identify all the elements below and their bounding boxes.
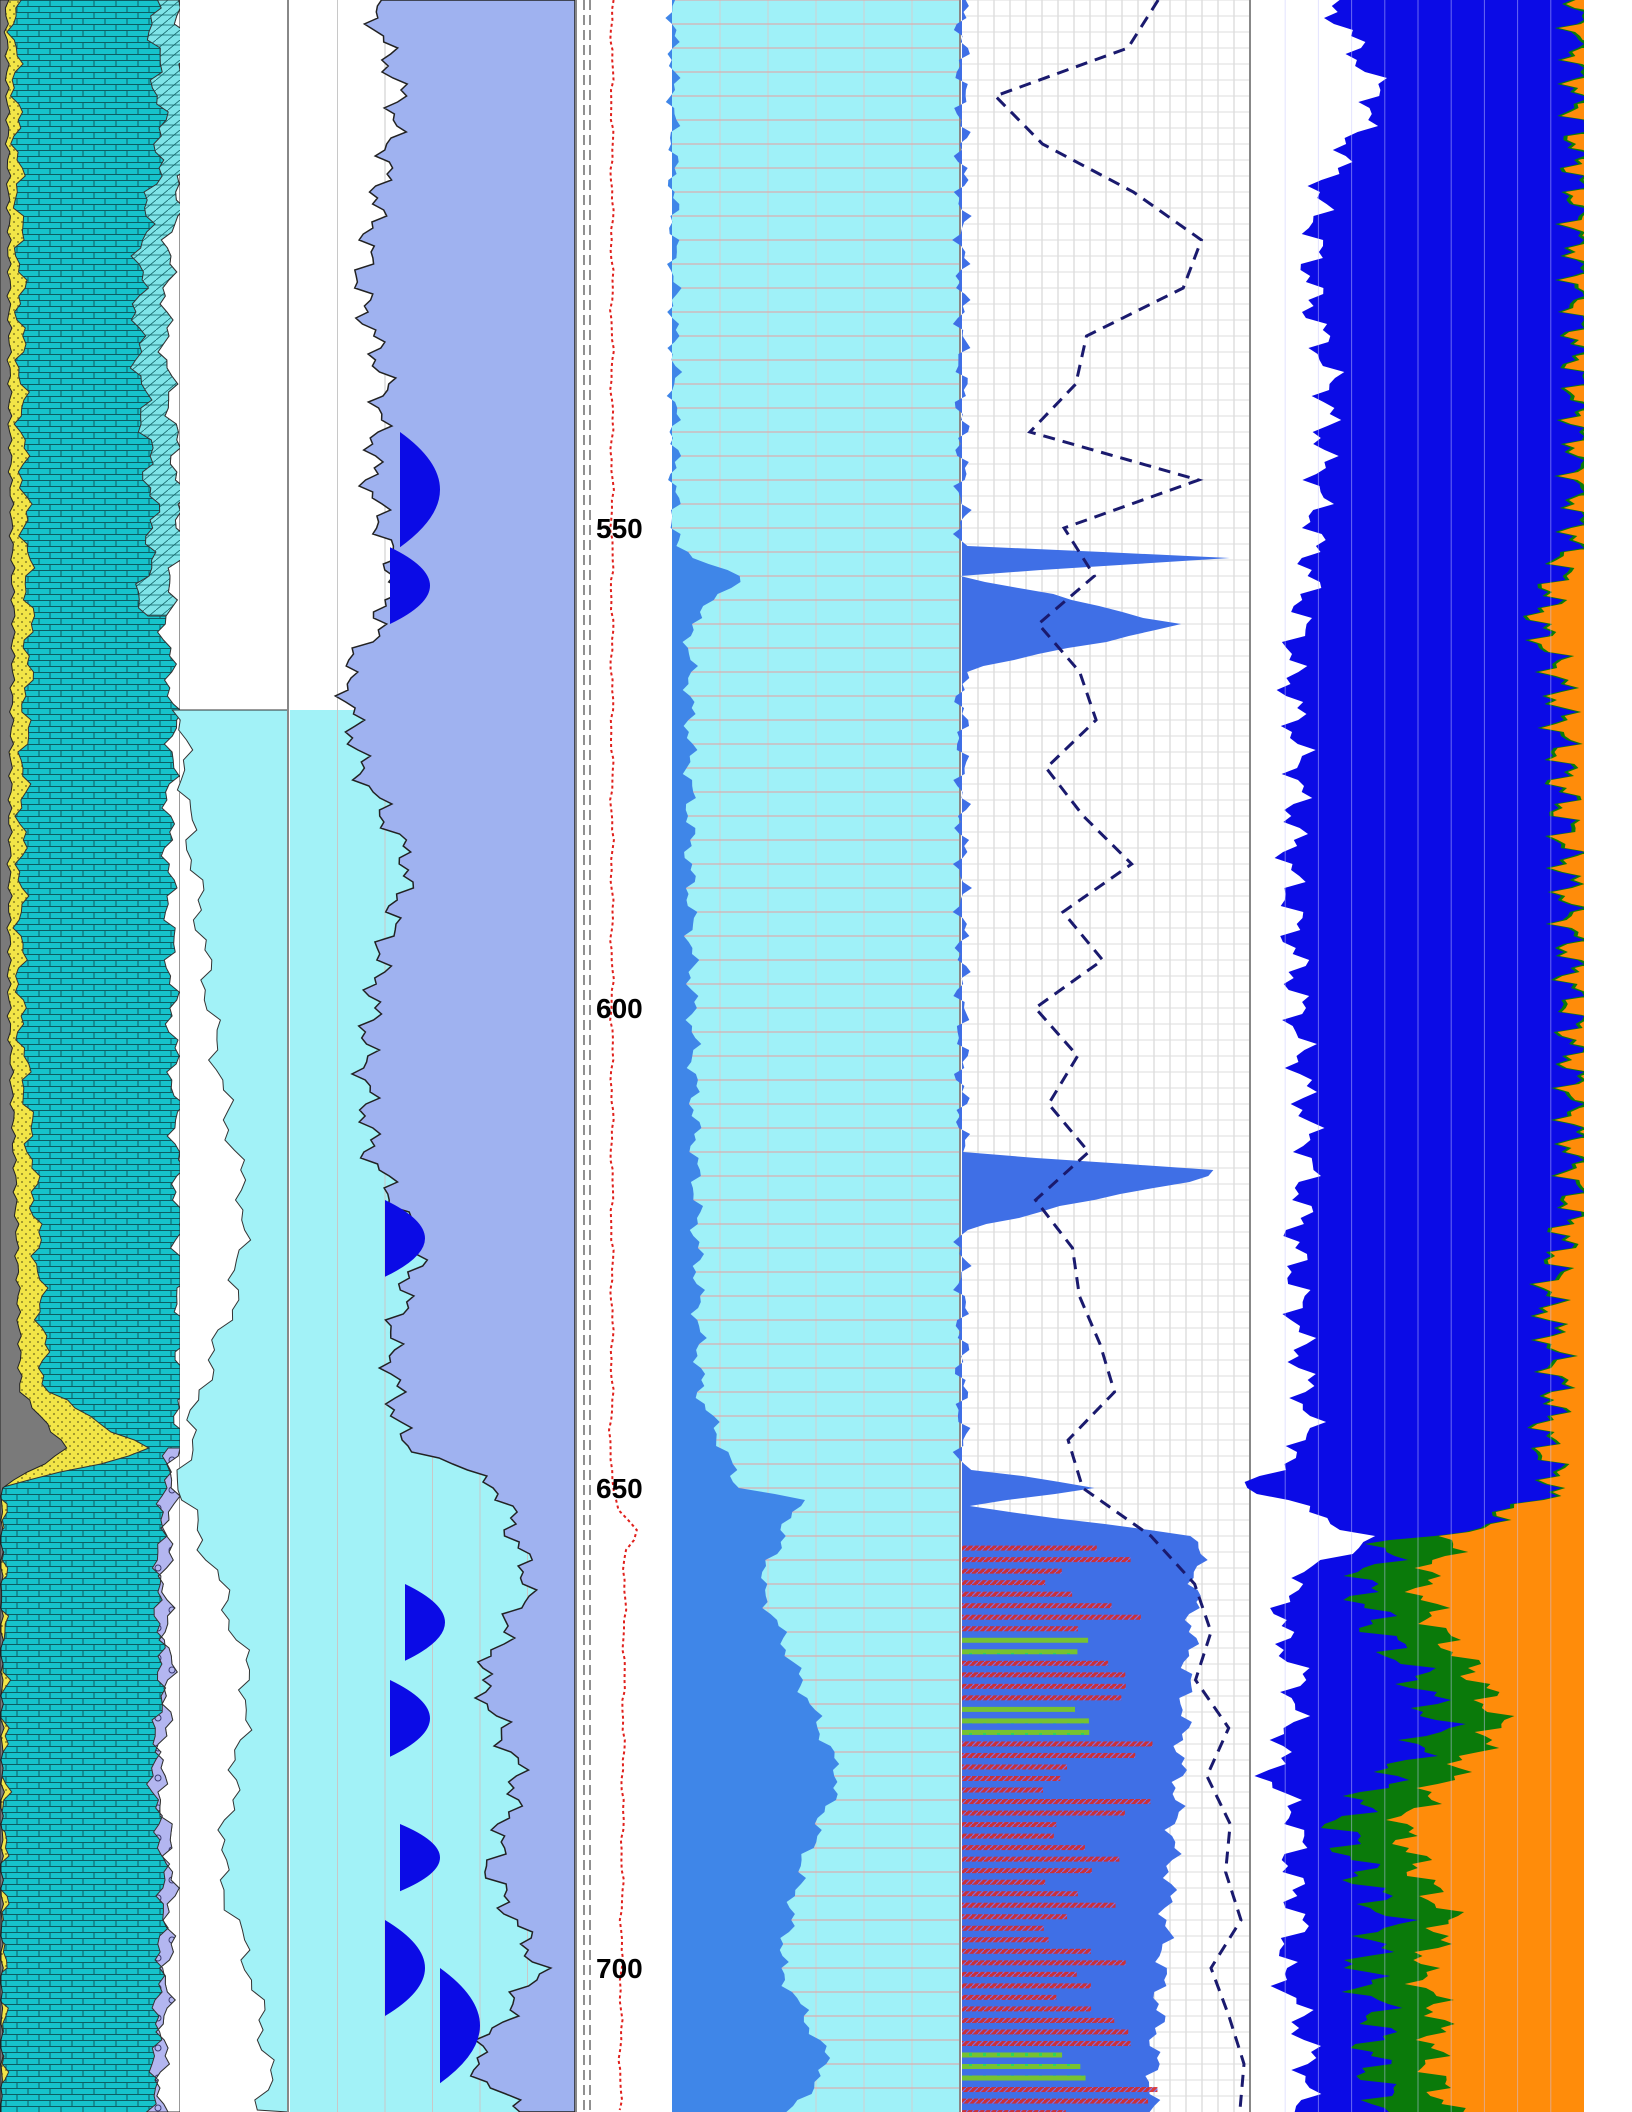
lithology-band — [962, 1994, 1057, 2000]
track3-deep-blue-fill — [385, 432, 480, 2084]
porosity-dashed-curve — [992, 0, 1246, 2112]
lithology-band — [962, 1649, 1078, 1655]
lithology-band — [962, 1545, 1097, 1551]
lithology-band — [962, 1568, 1062, 1574]
lithology-band — [962, 1764, 1068, 1770]
track-6 — [952, 0, 1251, 2112]
lithology-band — [962, 1672, 1126, 1678]
depth-axis-labels: 550 600 650 700 — [596, 513, 643, 1984]
lithology-band — [962, 1729, 1090, 1735]
track7-orange-fill — [1386, 0, 1602, 2112]
lithology-band — [962, 2075, 1086, 2081]
lithology-band — [962, 1580, 1046, 1586]
lithology-band — [962, 1683, 1126, 1689]
lithology-band — [962, 1799, 1151, 1805]
lithology-band — [962, 1776, 1061, 1781]
lithology-band — [962, 1557, 1131, 1563]
lithology-band — [962, 2029, 1129, 2035]
lithology-band — [962, 1810, 1125, 1816]
lithology-band — [962, 1637, 1089, 1643]
lithology-band — [962, 1822, 1057, 1828]
lithology-band — [962, 1626, 1078, 1632]
depth-tick-label: 600 — [596, 993, 643, 1024]
lithology-band — [962, 1960, 1126, 1966]
lithology-band — [962, 2017, 1115, 2023]
track7-grid — [1284, 0, 1552, 2112]
track-2 — [171, 0, 289, 2112]
lithology-band — [962, 1983, 1091, 1989]
track6-red-green-bands — [962, 1545, 1158, 2112]
lithology-band — [962, 1660, 1109, 1666]
lithology-band — [962, 1868, 1092, 1874]
lithology-band — [962, 1856, 1120, 1862]
lithology-band — [962, 1833, 1054, 1839]
lithology-band — [962, 1706, 1076, 1712]
shale-band — [0, 0, 68, 2112]
lithology-band — [962, 1902, 1116, 1908]
lithology-band — [962, 2006, 1092, 2012]
hatched-band — [129, 0, 195, 617]
track3-light-blue-fill — [333, 0, 576, 2112]
track5-blue-fill — [665, 0, 840, 2112]
lithology-band — [962, 1891, 1078, 1897]
conglomerate-band — [145, 1447, 181, 2112]
depth-tick-label: 650 — [596, 1473, 643, 1504]
lithology-band — [962, 1603, 1112, 1609]
lithology-band — [962, 1695, 1122, 1701]
lithology-band — [962, 1614, 1141, 1620]
lithology-band — [962, 1971, 1077, 1977]
track-5 — [665, 0, 961, 2112]
sand-band — [0, 0, 151, 2112]
depth-tick-label: 550 — [596, 513, 643, 544]
lithology-band — [962, 1937, 1049, 1943]
depth-tick-label: 700 — [596, 1953, 643, 1984]
lithology-band — [962, 1914, 1068, 1920]
lithology-band — [962, 2098, 1149, 2104]
track-3 — [290, 0, 577, 2112]
lithology-band — [962, 1718, 1089, 1724]
track2-cyan-fill — [171, 709, 289, 2112]
lithology-band — [962, 2052, 1063, 2058]
lithology-band — [962, 2064, 1081, 2069]
lithology-band — [962, 2087, 1158, 2093]
lithology-band — [962, 2040, 1131, 2046]
lithology-band — [962, 2110, 1066, 2112]
lithology-band — [962, 1948, 1091, 1954]
lithology-band — [962, 1591, 1073, 1597]
lithology-track — [0, 0, 195, 2112]
lithology-band — [962, 1879, 1046, 1885]
depth-track: 550 600 650 700 — [578, 0, 670, 2112]
lithology-band — [962, 1925, 1044, 1931]
lithology-band — [962, 1741, 1153, 1747]
lithology-band — [962, 1845, 1085, 1851]
caliper-red-dotted-curve — [607, 0, 638, 2111]
track-7 — [1244, 0, 1632, 2112]
lithology-band — [962, 1787, 1044, 1793]
lithology-band — [962, 1752, 1136, 1758]
